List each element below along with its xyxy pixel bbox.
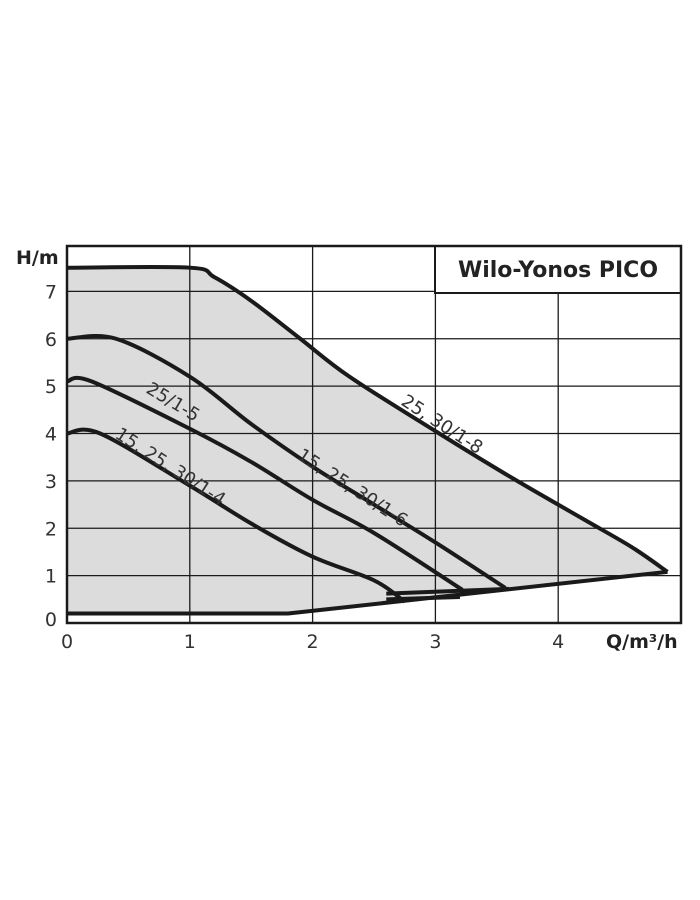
y-tick-label: 6 <box>45 329 57 351</box>
y-tick-label: 0 <box>45 609 57 631</box>
curve-series-2 <box>66 375 464 592</box>
y-tick-label: 4 <box>45 424 57 446</box>
x-tick-label: 1 <box>184 631 196 653</box>
chart-title: Wilo-Yonos PICO <box>458 258 658 283</box>
y-tick-label: 5 <box>45 376 57 398</box>
y-tick-label: 7 <box>45 281 57 303</box>
x-axis-label: Q/m³/h <box>606 631 678 653</box>
x-tick-label: 2 <box>307 631 319 653</box>
x-tick-label: 0 <box>61 631 73 653</box>
y-tick-label: 1 <box>45 566 57 588</box>
y-tick-label: 3 <box>45 471 57 493</box>
curve-min-boundary <box>67 569 668 616</box>
y-axis-label: H/m <box>16 247 59 269</box>
plot-frame <box>65 244 683 625</box>
y-tick-label: 2 <box>45 518 57 540</box>
curve-series-0 <box>66 264 669 574</box>
x-tick-label: 3 <box>429 631 441 653</box>
operating-area-fill <box>67 266 668 614</box>
curve-series-1 <box>66 333 507 590</box>
curve-end-connector <box>386 586 510 602</box>
curve-series-3 <box>66 427 406 604</box>
x-tick-label: 4 <box>552 631 564 653</box>
